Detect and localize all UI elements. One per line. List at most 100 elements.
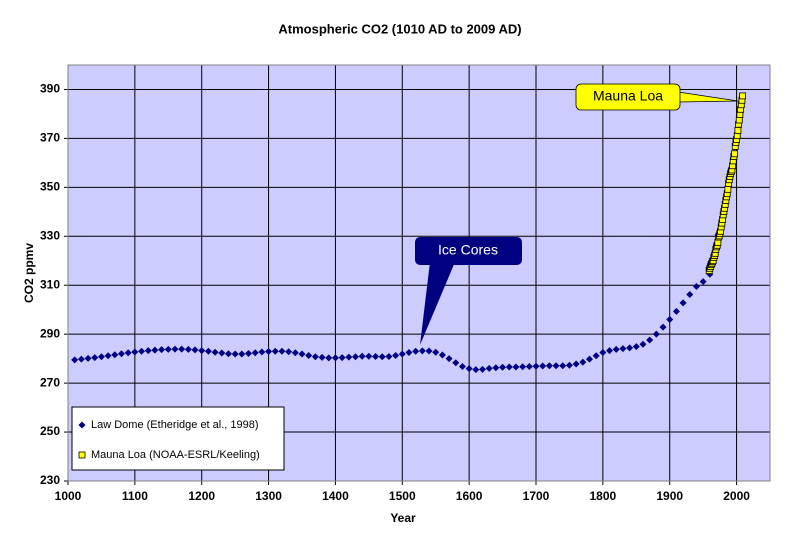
- data-point: [271, 347, 279, 355]
- callout-pointer: [420, 262, 455, 345]
- data-point: [499, 363, 507, 371]
- data-point: [158, 346, 166, 354]
- data-point: [565, 361, 573, 369]
- annotation: Mauna Loa: [593, 88, 663, 104]
- annotation: Ice Cores: [438, 242, 498, 258]
- data-point: [331, 354, 339, 362]
- callout-box: [415, 237, 522, 265]
- data-point: [298, 350, 306, 358]
- data-point: [606, 347, 614, 355]
- data-point: [612, 345, 620, 353]
- data-point: [198, 347, 206, 355]
- x-tick-label: 1500: [389, 489, 416, 503]
- data-point: [572, 360, 580, 368]
- data-point: [739, 92, 746, 100]
- data-point: [686, 291, 694, 299]
- data-point: [465, 365, 473, 373]
- x-tick-label: 1200: [188, 489, 215, 503]
- data-point: [425, 347, 433, 355]
- data-point: [734, 126, 742, 134]
- y-tick-label: 230: [40, 473, 60, 487]
- data-point: [525, 362, 533, 370]
- data-point: [77, 355, 85, 363]
- x-tick-label: 1900: [656, 489, 683, 503]
- data-point: [245, 350, 253, 358]
- legend-label: Law Dome (Etheridge et al., 1998): [91, 419, 259, 431]
- data-point: [599, 349, 607, 357]
- data-point: [519, 363, 527, 371]
- callout-box: [575, 83, 681, 111]
- data-point: [545, 362, 553, 370]
- data-point: [632, 343, 640, 351]
- data-point: [438, 351, 446, 359]
- y-tick-label: 290: [40, 326, 60, 340]
- data-point: [258, 348, 266, 356]
- data-point: [218, 349, 226, 357]
- x-tick-label: 1100: [122, 489, 148, 503]
- data-point: [231, 350, 239, 358]
- data-point: [512, 363, 520, 371]
- legend-box: [71, 406, 285, 471]
- plot-border: [67, 64, 771, 482]
- data-point: [626, 344, 634, 352]
- data-point: [131, 348, 139, 356]
- data-point: [71, 356, 79, 364]
- data-point: [191, 346, 199, 354]
- data-point: [445, 355, 453, 363]
- data-point: [539, 362, 547, 370]
- data-point: [278, 347, 286, 355]
- data-point: [505, 363, 513, 371]
- data-point: [338, 354, 346, 362]
- data-point: [251, 349, 259, 357]
- legend-marker: [78, 451, 86, 459]
- data-point: [117, 350, 125, 358]
- data-point: [679, 299, 687, 307]
- data-point: [699, 278, 707, 286]
- data-point: [365, 352, 373, 360]
- data-point: [124, 349, 132, 357]
- data-point: [285, 348, 293, 356]
- data-point: [211, 348, 219, 356]
- data-point: [325, 354, 333, 362]
- y-tick-label: 330: [40, 228, 60, 242]
- data-point: [378, 353, 386, 361]
- data-point: [398, 350, 406, 358]
- x-tick-label: 1800: [590, 489, 617, 503]
- data-point: [97, 353, 105, 361]
- data-point: [171, 345, 179, 353]
- legend-marker: [78, 421, 86, 429]
- data-point: [485, 364, 493, 372]
- data-point: [639, 340, 647, 348]
- data-point: [311, 353, 319, 361]
- x-tick-label: 1700: [523, 489, 550, 503]
- data-point: [164, 345, 172, 353]
- data-point: [345, 353, 353, 361]
- x-tick-label: 1300: [255, 489, 282, 503]
- x-tick-label: 1600: [456, 489, 483, 503]
- data-point: [692, 282, 700, 290]
- data-point: [184, 345, 192, 353]
- y-tick-label: 270: [40, 375, 60, 389]
- data-point: [579, 358, 587, 366]
- data-point: [666, 315, 674, 323]
- data-point: [265, 348, 273, 356]
- data-point: [104, 352, 112, 360]
- data-point: [724, 185, 732, 193]
- chart-title: Atmospheric CO2 (1010 AD to 2009 AD): [278, 21, 521, 36]
- data-point: [672, 307, 680, 315]
- data-point: [559, 362, 567, 370]
- data-point: [452, 359, 460, 367]
- data-point: [318, 353, 326, 361]
- data-point: [418, 347, 426, 355]
- data-point: [138, 347, 146, 355]
- data-point: [735, 116, 743, 124]
- data-point: [412, 347, 420, 355]
- y-tick-label: 390: [40, 82, 60, 96]
- data-point: [151, 346, 159, 354]
- data-point: [552, 362, 560, 370]
- data-point: [652, 330, 660, 338]
- data-point: [204, 347, 212, 355]
- data-point: [472, 366, 480, 374]
- y-axis-label: CO2 ppmv: [22, 243, 36, 303]
